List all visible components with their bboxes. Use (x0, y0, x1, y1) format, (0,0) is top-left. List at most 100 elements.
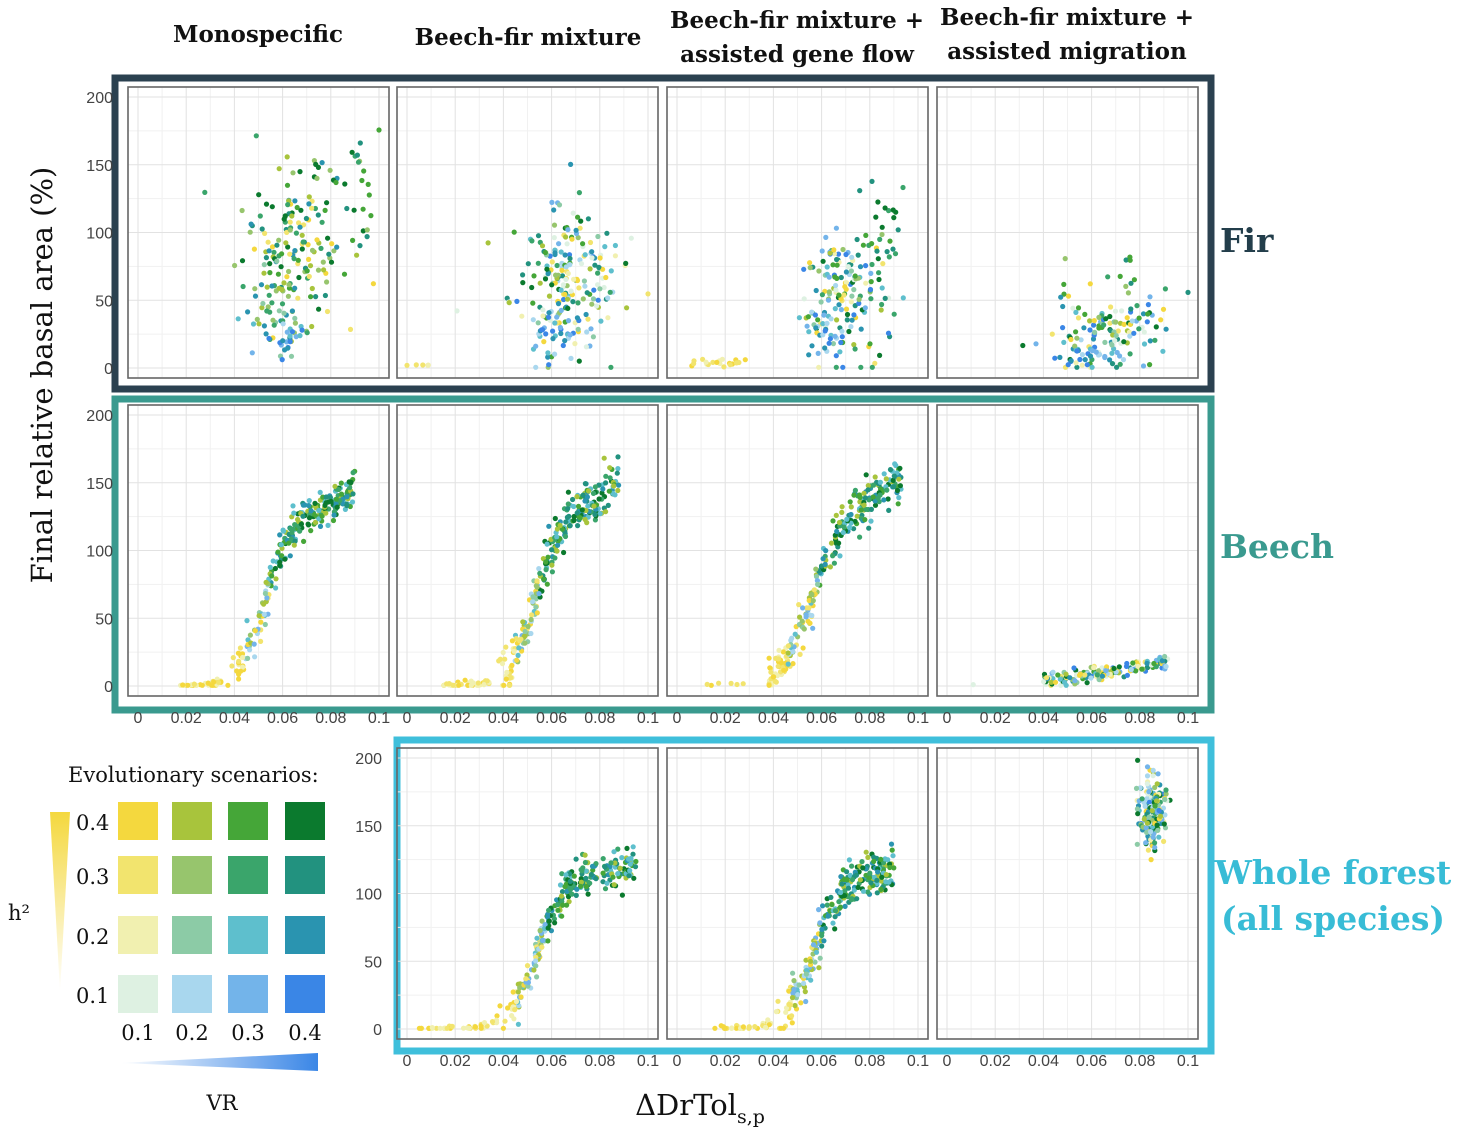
data-point (595, 233, 601, 240)
data-point (890, 477, 896, 483)
data-point (1155, 771, 1161, 777)
data-point (600, 879, 606, 885)
data-point (1140, 311, 1147, 317)
data-point (801, 980, 807, 987)
data-point (1149, 808, 1155, 814)
data-point (247, 647, 253, 653)
data-point (549, 562, 555, 568)
data-point (746, 1024, 752, 1030)
data-point (277, 532, 283, 538)
data-point (1162, 653, 1168, 660)
data-point (272, 565, 278, 572)
row-frame-2 (111, 395, 1215, 714)
data-point (276, 285, 282, 291)
data-point (517, 985, 523, 991)
data-point (574, 510, 580, 516)
data-point (325, 235, 331, 241)
data-point (525, 623, 531, 630)
data-point (323, 510, 329, 516)
data-point (1146, 789, 1152, 795)
data-point (1109, 361, 1116, 367)
data-point (628, 235, 634, 241)
data-point (534, 578, 540, 584)
data-point (276, 308, 282, 314)
data-point (574, 277, 581, 284)
data-point (806, 597, 812, 604)
row-label-1-line-1: Fir (1220, 221, 1274, 260)
data-point (872, 502, 879, 508)
data-point (513, 998, 520, 1005)
data-point (1150, 767, 1156, 774)
data-point (425, 362, 431, 368)
data-point (823, 234, 829, 240)
data-point (571, 517, 577, 524)
data-point (851, 312, 857, 318)
data-point (508, 675, 514, 681)
data-point (830, 553, 836, 559)
data-point (1113, 333, 1119, 339)
data-point (602, 864, 608, 870)
x-tick-label: 0.08 (315, 710, 346, 727)
x-tick-label: 0.06 (1076, 1053, 1107, 1070)
data-point (821, 312, 827, 318)
data-point (714, 359, 720, 365)
data-point (533, 364, 539, 370)
data-point (602, 244, 608, 250)
data-point (1050, 669, 1056, 675)
vr-gradient-wedge (120, 1053, 318, 1071)
data-point (541, 576, 547, 582)
data-point (247, 229, 253, 235)
data-point (1145, 302, 1151, 308)
data-point (792, 631, 798, 637)
data-point (366, 192, 372, 198)
data-point (833, 512, 839, 519)
panel-r2-c2: 0 0.02 0.04 0.06 0.08 0.1 (396, 404, 659, 727)
data-point (585, 891, 591, 897)
vr-level-label: 0.4 (288, 1021, 321, 1045)
data-point (324, 200, 330, 206)
y-tick-label: 0 (104, 679, 113, 696)
legend-swatch (228, 802, 268, 840)
data-point (585, 216, 592, 222)
data-point (791, 978, 797, 984)
data-point (344, 205, 350, 212)
data-point (1163, 787, 1169, 793)
data-point (191, 681, 197, 687)
data-point (589, 863, 596, 869)
data-point (886, 879, 892, 885)
panel-border (936, 404, 1199, 697)
data-point (306, 502, 312, 509)
data-point (306, 194, 312, 200)
data-point (475, 680, 481, 686)
data-point (563, 234, 569, 240)
data-point (874, 890, 880, 896)
data-point (558, 249, 564, 255)
data-point (365, 181, 371, 187)
data-point (603, 274, 609, 281)
data-point (740, 681, 746, 687)
data-point (874, 877, 880, 883)
data-point (834, 317, 840, 323)
data-point (535, 320, 541, 326)
panel-border (127, 404, 390, 697)
data-point (792, 1002, 798, 1009)
legend-swatch (172, 916, 212, 954)
data-point (843, 280, 850, 286)
data-point (285, 293, 291, 299)
data-point (350, 237, 356, 243)
data-point (304, 268, 310, 274)
x-tick-label: 0.06 (806, 710, 837, 727)
data-point (704, 681, 710, 688)
data-point (895, 227, 901, 233)
data-point (851, 887, 857, 893)
data-point (1089, 348, 1096, 354)
data-point (537, 280, 543, 286)
data-point (820, 258, 826, 264)
data-point (580, 296, 586, 302)
data-point (593, 876, 599, 882)
data-point (861, 502, 867, 508)
data-point (305, 242, 311, 248)
data-point (785, 643, 792, 649)
panel-border (666, 86, 929, 379)
data-point (509, 638, 515, 644)
